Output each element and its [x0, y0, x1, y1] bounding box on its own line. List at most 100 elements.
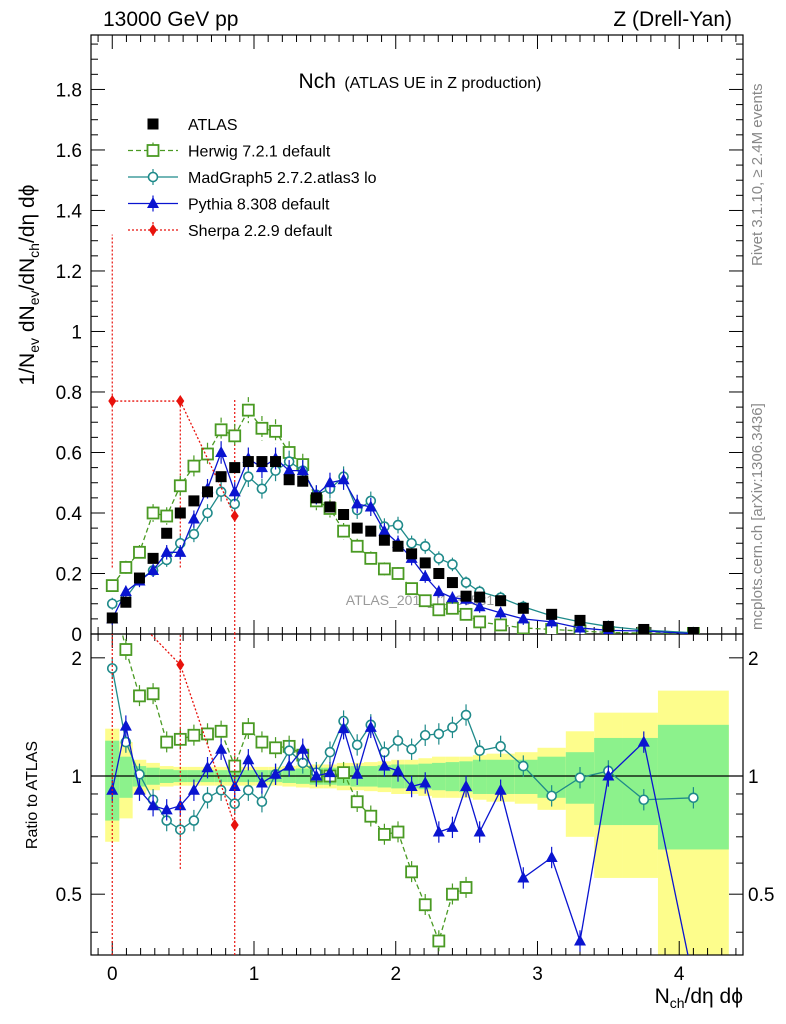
main-series-3-point — [446, 591, 459, 603]
legend-marker — [147, 118, 159, 130]
main-series-1-point — [391, 567, 405, 580]
main-series-1-point — [377, 562, 391, 576]
ratio-series-1-point — [201, 727, 214, 741]
ratio-y-axis-label: Ratio to ATLAS — [24, 741, 41, 849]
main-series-3-point — [351, 497, 364, 509]
ratio-series-3-point — [473, 825, 486, 837]
atlas-point — [229, 462, 241, 474]
ratio-series-1-point — [187, 728, 201, 742]
atlas-point — [460, 590, 472, 602]
atlas-point — [378, 534, 390, 546]
y-tick-label: 1 — [71, 322, 82, 343]
ratio-series-3-point — [517, 871, 530, 883]
legend-label: Sherpa 2.2.9 default — [188, 223, 333, 240]
process-label: Z (Drell-Yan) — [613, 8, 732, 31]
ratio-series-2-point — [188, 815, 200, 826]
main-series-3-point — [432, 585, 445, 597]
atlas-point — [406, 548, 418, 560]
ratio-series-3-point — [215, 742, 228, 754]
ratio-series-1-point — [119, 643, 133, 656]
main-series-3-point — [228, 485, 241, 497]
legend-label: ATLAS — [188, 117, 238, 134]
atlas-point — [270, 456, 282, 468]
ratio-series-2-point — [495, 741, 506, 752]
atlas-point — [215, 471, 227, 483]
atlas-point — [324, 501, 336, 513]
ratio-series-2-point — [202, 792, 213, 804]
ratio-series-3-point — [255, 776, 268, 788]
ratio-series-1-point — [405, 865, 419, 879]
ratio-series-2-point — [120, 736, 132, 748]
main-series-1-point — [364, 551, 378, 565]
ratio-series-1-point — [160, 735, 174, 749]
ratio-panel-frame — [90, 633, 744, 956]
x-tick-label: 4 — [674, 964, 685, 985]
main-series-1-point — [405, 582, 419, 596]
legend-marker — [147, 171, 159, 183]
main-series-1-point — [241, 403, 255, 417]
atlas-point — [106, 612, 118, 624]
atlas-point — [202, 486, 214, 498]
main-series-1-point — [418, 594, 432, 608]
ratio-series-3-point — [323, 766, 336, 778]
ratio-series-2-point — [419, 729, 431, 741]
ratio-series-3-point — [602, 769, 615, 781]
main-series-2-point — [419, 540, 431, 552]
main-series-1-point — [269, 424, 282, 438]
legend-marker — [149, 224, 157, 236]
ratio-series-3-point — [351, 767, 364, 779]
main-series-1-point — [337, 524, 350, 538]
main-series-1-point — [173, 479, 187, 493]
main-series-1-line — [111, 408, 694, 634]
main-series-3-point — [517, 612, 530, 624]
atlas-point — [392, 540, 404, 552]
main-series-1-point — [446, 601, 459, 615]
main-series-3-point — [160, 545, 173, 557]
main-series-2-point — [460, 577, 472, 588]
main-series-3-point — [187, 512, 200, 524]
y-tick-label: 1.2 — [56, 262, 82, 283]
main-series-1-point — [255, 421, 269, 435]
main-series-1-point — [494, 618, 508, 632]
atlas-point — [161, 527, 173, 539]
plot-title: Nch (ATLAS UE in Z production) — [299, 70, 542, 93]
ratio-series-3-point — [337, 722, 350, 734]
main-series-3-point — [174, 545, 187, 557]
main-series-3-point — [545, 615, 558, 627]
ratio-series-2-point — [174, 824, 186, 835]
y-tick-label: 1.4 — [56, 201, 83, 222]
ratio-series-3-point — [419, 776, 432, 788]
ratio-series-3-point — [364, 720, 377, 732]
ratio-tick-label-left: 1 — [71, 767, 82, 788]
main-series-1-point — [187, 459, 201, 473]
ratio-series-1-point — [432, 934, 446, 948]
ratio-series-3-point — [269, 767, 282, 779]
main-series-1-point — [214, 423, 228, 437]
ratio-series-2-point — [447, 722, 458, 733]
atlas-point — [517, 602, 529, 614]
ratio-series-3-point — [392, 764, 405, 776]
ratio-series-1-point — [446, 887, 459, 901]
ratio-series-1-point — [364, 809, 378, 823]
ratio-series-2-point — [256, 796, 268, 808]
ratio-series-1-point — [337, 766, 350, 780]
atlas-point — [256, 456, 268, 468]
atlas-point — [419, 557, 431, 569]
y-tick-label: 1.6 — [56, 141, 82, 162]
ratio-series-3-point — [187, 783, 200, 795]
ratio-series-3-point — [460, 780, 473, 792]
ratio-series-3-point — [494, 783, 507, 795]
atlas-point — [283, 474, 295, 486]
plot-title-main: Nch — [299, 70, 336, 93]
main-series-3-point — [119, 585, 132, 597]
band-inner — [622, 737, 658, 826]
ratio-series-3-point — [378, 759, 391, 771]
main-series-2-point — [433, 553, 445, 564]
main-series-2-point — [447, 559, 458, 570]
main-series-3-point — [473, 600, 486, 612]
plot-title-sub: (ATLAS UE in Z production) — [344, 75, 541, 92]
main-series-4-point — [230, 510, 239, 523]
legend-label: Herwig 7.2.1 default — [188, 144, 331, 161]
legend: ATLAS Herwig 7.2.1 default MadGraph5 2.7.2… — [128, 117, 377, 240]
atlas-point — [297, 475, 309, 487]
